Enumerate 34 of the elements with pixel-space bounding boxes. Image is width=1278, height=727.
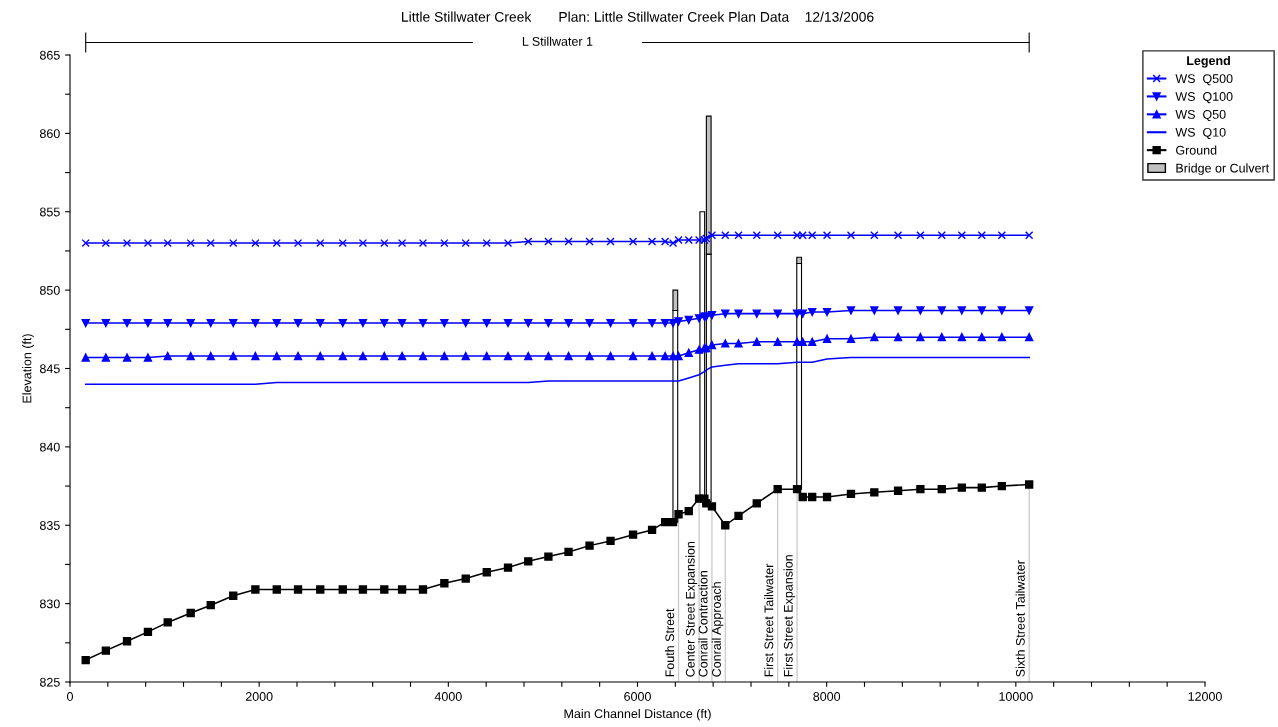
chart-title: Little Stillwater Creek Plan: Little Stillwater Creek Plan Data 12/13/2006 [402,11,874,22]
annotation: First Street Expansion [783,555,796,677]
x-tick-label: 4000 [434,692,462,701]
annotation: Center Street Expansion [685,541,698,677]
legend-title: Legend [1187,55,1230,68]
x-tick-label: 2000 [245,692,273,701]
text: L Stillwater 1 [522,36,593,46]
legend-label: Ground [1176,145,1217,155]
y-tick-label: 835 [39,521,60,530]
y-tick-label: 865 [39,50,60,60]
annotation: Fouth Street [665,608,675,677]
y-tick-label: 855 [39,207,60,217]
y-tick-label: 850 [39,285,60,295]
legend-label: WS Q500 [1175,74,1233,86]
y-tick-label: 840 [39,442,60,452]
annotation: Conrail Contraction [698,571,708,677]
legend-label: WS Q100 [1175,92,1233,104]
annotation: Sixth Street Tailwater [1015,560,1025,677]
x-tick-label: 0 [67,692,73,701]
annotation: Conrail Approach [711,582,724,677]
y-axis-title: Elevation (ft) [22,334,34,403]
annotation: First Street Tailwater [764,563,774,677]
y-tick-label: 825 [39,677,60,687]
y-tick-label: 830 [39,599,60,609]
legend-label: Bridge or Culvert [1176,163,1270,176]
y-tick-label: 860 [39,129,60,139]
x-tick-label: 8000 [813,692,841,701]
legend-label: WS Q10 [1175,127,1226,139]
x-tick-label: 6000 [624,692,651,701]
x-tick-label: 10000 [999,692,1033,701]
y-tick-label: 845 [39,364,60,374]
legend-label: WS Q50 [1175,109,1226,122]
x-axis-title: Main Channel Distance (ft) [564,708,711,721]
x-tick-label: 12000 [1188,692,1222,701]
